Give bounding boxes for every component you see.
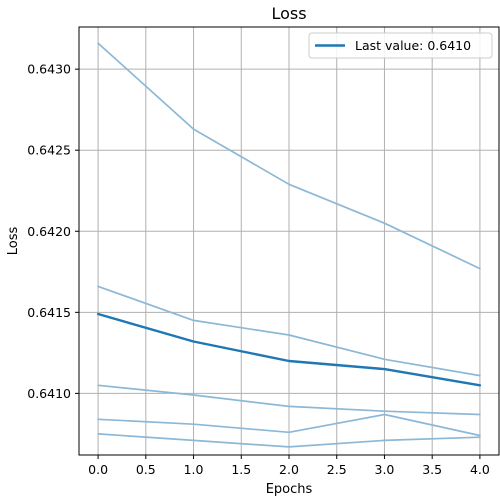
x-tick-label: 4.0 <box>470 462 490 477</box>
x-tick-label: 0.5 <box>136 462 156 477</box>
y-tick-label: 0.6415 <box>27 305 71 320</box>
x-tick-label: 1.0 <box>184 462 204 477</box>
series-line-4 <box>97 413 481 437</box>
y-tick-label: 0.6420 <box>27 224 71 239</box>
series-line-5 <box>97 433 481 448</box>
x-tick-label: 1.5 <box>231 462 251 477</box>
series-line-highlight <box>96 312 482 387</box>
series-line-3 <box>97 384 481 416</box>
y-tick-label: 0.6430 <box>27 62 71 77</box>
axis-ticks: 0.0 0.5 1.0 1.5 2.0 2.5 3.0 3.5 4.0 0.6410 0.6415 0… <box>27 62 490 477</box>
x-tick-label: 2.5 <box>327 462 347 477</box>
series-line-1 <box>97 42 481 270</box>
x-tick-label: 3.0 <box>375 462 395 477</box>
x-tick-label: 0.0 <box>88 462 108 477</box>
series-line-2 <box>97 285 481 377</box>
legend: Last value: 0.6410 <box>308 32 493 59</box>
x-tick-label: 2.0 <box>279 462 299 477</box>
legend-box <box>308 32 493 59</box>
chart-title: Loss <box>271 4 306 23</box>
series-lines <box>96 42 482 448</box>
y-axis-label: Loss <box>6 227 21 256</box>
x-tick-label: 3.5 <box>422 462 442 477</box>
y-tick-label: 0.6425 <box>27 143 71 158</box>
y-tick-label: 0.6410 <box>27 386 71 401</box>
x-axis-label: Epochs <box>266 482 313 497</box>
grid <box>79 27 499 455</box>
legend-label: Last value: 0.6410 <box>355 38 471 53</box>
